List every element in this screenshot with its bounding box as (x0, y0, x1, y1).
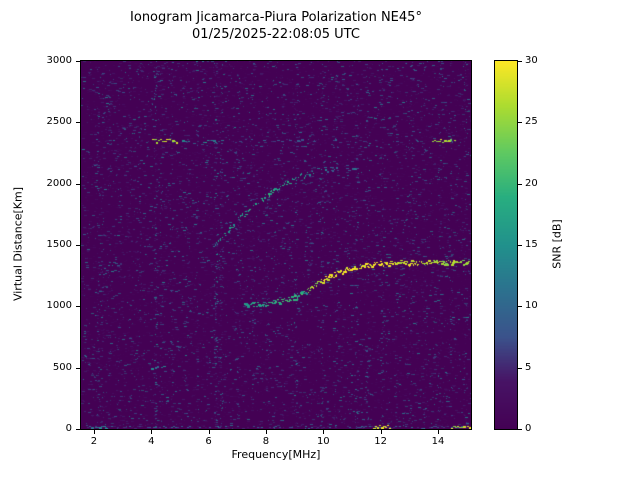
x-tick-mark (438, 430, 440, 434)
y-tick-mark (76, 183, 80, 185)
colorbar-tick-mark (518, 367, 522, 369)
y-tick-label: 1000 (46, 300, 72, 312)
ionogram-heatmap (80, 60, 472, 430)
chart-title: Ionogram Jicamarca-Piura Polarization NE… (130, 10, 422, 25)
colorbar-tick-mark (518, 183, 522, 185)
x-tick-mark (323, 430, 325, 434)
y-tick-mark (76, 367, 80, 369)
colorbar-tick-label: 25 (525, 116, 538, 128)
y-tick-label: 1500 (46, 239, 72, 250)
colorbar-tick-mark (518, 306, 522, 308)
colorbar-tick-label: 30 (525, 55, 538, 66)
x-tick-mark (93, 430, 95, 434)
y-tick-mark (76, 245, 80, 246)
colorbar-tick-label: 5 (525, 361, 532, 373)
colorbar-label: SNR [dB] (550, 219, 564, 269)
y-tick-label: 500 (52, 361, 72, 373)
x-tick-label: 14 (431, 436, 445, 447)
x-tick-mark (151, 430, 153, 434)
x-tick-mark (208, 430, 210, 434)
x-tick-mark (265, 430, 267, 434)
colorbar-tick-mark (518, 61, 522, 62)
y-tick-label: 2000 (46, 177, 72, 189)
x-tick-label: 2 (90, 436, 98, 447)
y-tick-mark (76, 306, 80, 308)
colorbar-tick-mark (518, 122, 522, 124)
colorbar-gradient (494, 60, 518, 430)
colorbar-tick-label: 15 (525, 239, 538, 250)
x-tick-mark (380, 430, 382, 434)
x-tick-label: 8 (262, 436, 270, 447)
y-tick-label: 3000 (46, 55, 72, 66)
colorbar-tick-label: 0 (525, 423, 532, 434)
colorbar-tick-label: 20 (525, 177, 538, 189)
y-tick-mark (76, 122, 80, 124)
x-tick-label: 12 (374, 436, 388, 447)
x-tick-label: 10 (316, 436, 330, 447)
x-tick-label: 6 (205, 436, 212, 447)
y-tick-label: 2500 (46, 116, 72, 128)
colorbar-tick-label: 10 (525, 300, 538, 312)
y-tick-mark (76, 429, 80, 430)
y-tick-mark (76, 61, 80, 62)
y-axis-label: Virtual Distance[Km] (11, 186, 25, 302)
x-tick-label: 4 (148, 436, 155, 447)
colorbar-tick-mark (518, 429, 522, 430)
y-tick-label: 0 (65, 423, 72, 434)
x-axis-label: Frequency[MHz] (231, 448, 321, 461)
colorbar-tick-mark (518, 245, 522, 246)
chart-subtitle: 01/25/2025-22:08:05 UTC (192, 27, 360, 42)
